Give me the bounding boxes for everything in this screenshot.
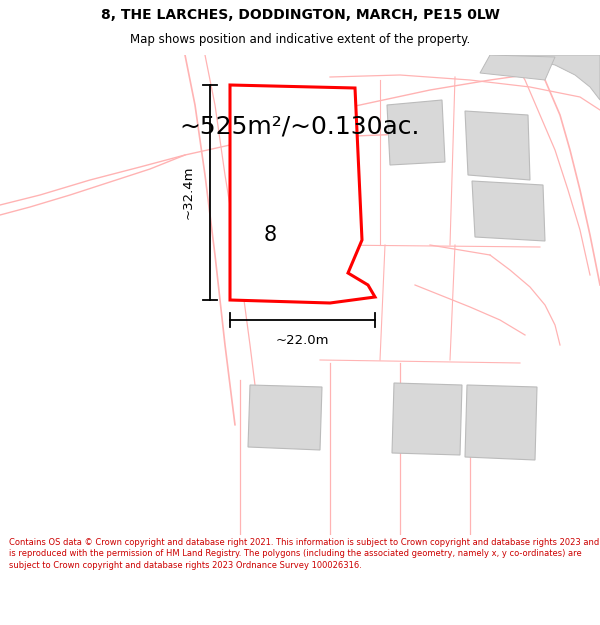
Polygon shape <box>472 181 545 241</box>
Polygon shape <box>392 383 462 455</box>
Polygon shape <box>387 100 445 165</box>
Polygon shape <box>248 385 322 450</box>
Text: ~32.4m: ~32.4m <box>182 166 194 219</box>
Polygon shape <box>230 85 375 303</box>
Polygon shape <box>244 180 298 265</box>
Text: 8: 8 <box>263 225 277 245</box>
Text: ~525m²/~0.130ac.: ~525m²/~0.130ac. <box>180 115 420 139</box>
Polygon shape <box>490 55 600 100</box>
Polygon shape <box>480 55 555 80</box>
Text: ~22.0m: ~22.0m <box>276 334 329 346</box>
Text: Map shows position and indicative extent of the property.: Map shows position and indicative extent… <box>130 33 470 46</box>
Polygon shape <box>465 111 530 180</box>
Text: 8, THE LARCHES, DODDINGTON, MARCH, PE15 0LW: 8, THE LARCHES, DODDINGTON, MARCH, PE15 … <box>101 8 499 22</box>
Polygon shape <box>465 385 537 460</box>
Text: Contains OS data © Crown copyright and database right 2021. This information is : Contains OS data © Crown copyright and d… <box>9 538 599 570</box>
